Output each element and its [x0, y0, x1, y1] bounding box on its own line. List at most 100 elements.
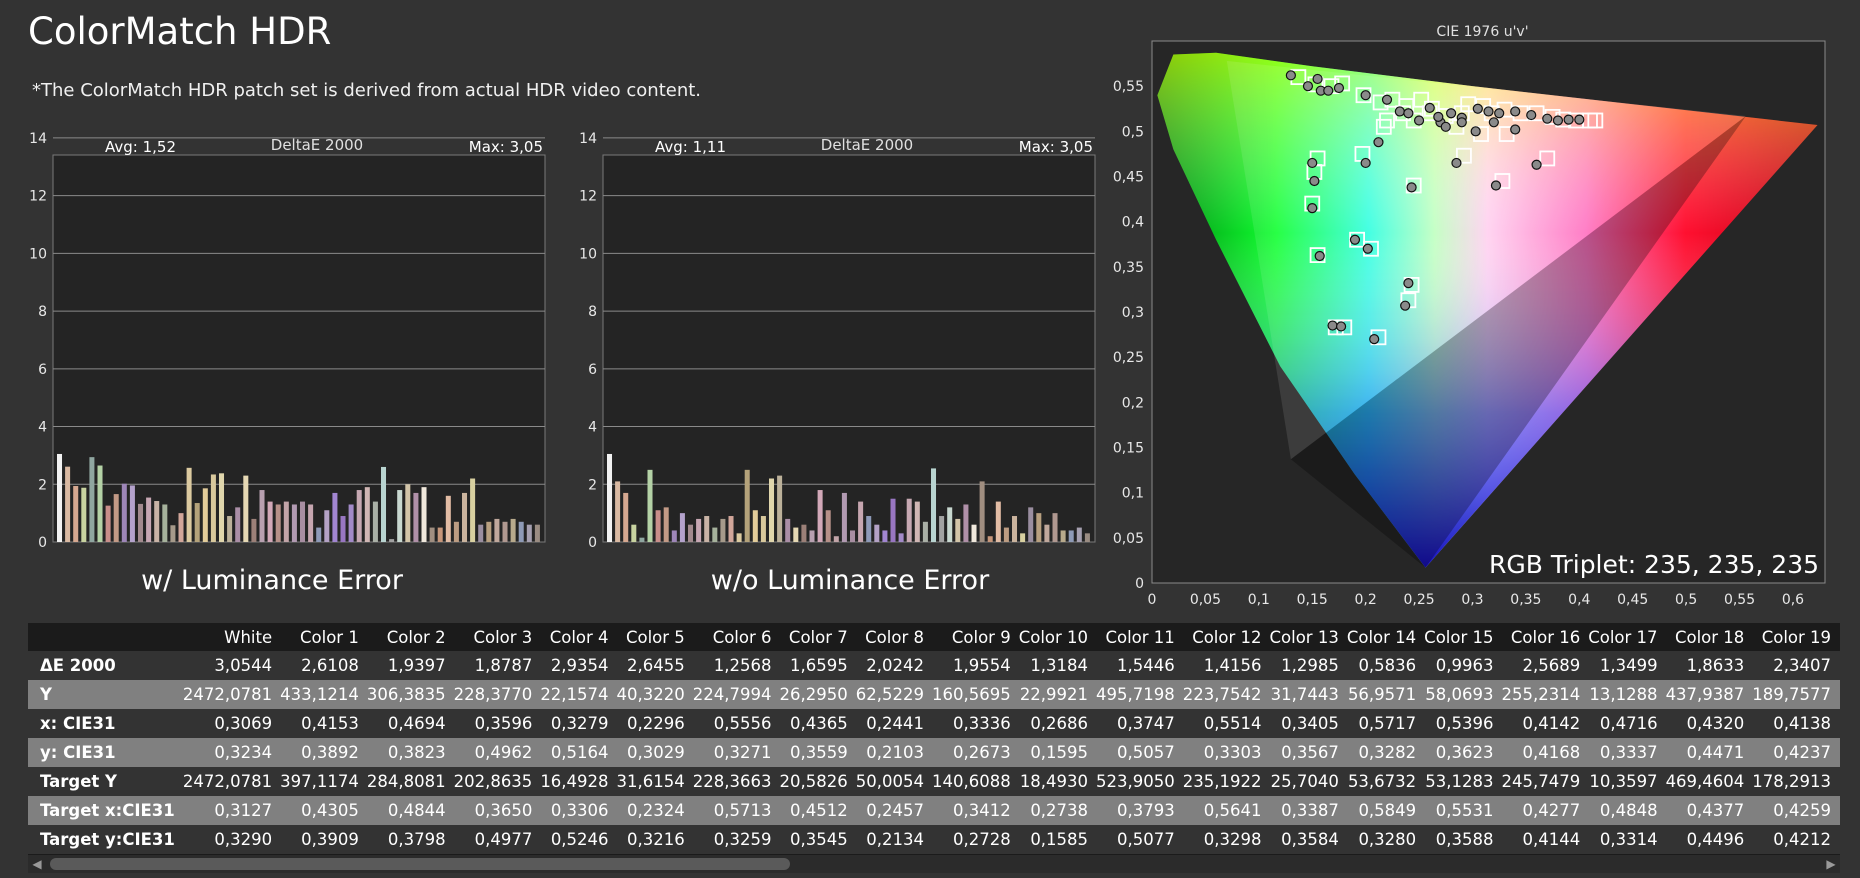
measured-point [1403, 277, 1414, 289]
table-cell: 0,3069 [182, 709, 281, 738]
measured-point [1360, 90, 1371, 101]
avg-label: Avg: 1,52 [105, 138, 176, 156]
bar [421, 487, 427, 542]
table-cell: 0,5077 [1096, 825, 1183, 854]
bar [243, 475, 249, 542]
scroll-left-icon[interactable]: ◀ [32, 857, 42, 871]
measured-point [1433, 111, 1444, 122]
table-cell: 0,4694 [366, 709, 454, 738]
chart-caption-with-luminance: w/ Luminance Error [141, 565, 403, 596]
bar [534, 524, 540, 542]
scroll-right-icon[interactable]: ▶ [1826, 857, 1836, 871]
measured-point [1440, 121, 1451, 132]
y-tick-label: 2 [588, 477, 597, 493]
table-cell: 0,4320 [1665, 709, 1753, 738]
horizontal-scrollbar[interactable]: ◀ ▶ [28, 855, 1840, 873]
bar [129, 485, 135, 542]
column-header: Color 10 [1018, 627, 1089, 647]
table-row: x: CIE31 0,3069 0,4153 0,4694 0,3596 0,3279 0,… [28, 709, 1840, 738]
bar [631, 524, 637, 542]
table-row: Target y:CIE31 0,3290 0,3909 0,3798 0,4977 0,… [28, 825, 1840, 854]
table-cell: 140,6088 [931, 767, 1019, 796]
measured-point [1285, 70, 1296, 81]
table-cell: 0,3892 [280, 738, 367, 767]
bar [793, 527, 799, 542]
y-tick-label: 0,3 [1122, 305, 1144, 321]
measured-point [1362, 243, 1373, 254]
column-header: Color 11 [1105, 627, 1175, 647]
table-cell: 223,7542 [1182, 680, 1270, 709]
bar [728, 516, 734, 542]
table-cell: 0,3234 [182, 738, 281, 767]
gamut-shadow [1290, 115, 1746, 568]
column-header: Color 6 [712, 627, 772, 647]
y-tick-label: 0,25 [1113, 350, 1144, 366]
table-cell: 50,0054 [855, 767, 932, 796]
bar [1012, 516, 1018, 542]
bar [777, 475, 783, 542]
bar [429, 527, 435, 542]
page-title: ColorMatch HDR [28, 10, 332, 53]
bar [874, 524, 880, 542]
y-tick-label: 0 [1135, 576, 1144, 592]
bar [1020, 533, 1026, 542]
column-header: Color 20 [1839, 623, 1840, 651]
bar [194, 503, 200, 542]
measurement-table-container[interactable]: White Color 1 Color 2 Color 3 Color 4 Color 5… [28, 623, 1840, 855]
table-cell: 178,2913 [1752, 767, 1840, 796]
bar [453, 521, 459, 542]
table-cell: 0,3798 [366, 825, 454, 854]
x-tick-label: 0,2 [1355, 592, 1377, 608]
measured-point [1394, 106, 1405, 117]
measured-point [1574, 114, 1585, 125]
bar [267, 501, 273, 542]
table-cell: 0,3259 [692, 825, 780, 854]
table-cell: 22,1574 [540, 680, 617, 709]
column-header: Color 14 [1346, 627, 1417, 647]
measurement-table: White Color 1 Color 2 Color 3 Color 4 Color 5… [28, 623, 1840, 854]
table-cell: 306,3835 [366, 680, 454, 709]
bar [348, 504, 354, 542]
bar [825, 510, 831, 542]
bar [178, 513, 184, 542]
bar [251, 518, 257, 542]
x-tick-label: 0 [1148, 592, 1157, 608]
measured-point [1446, 108, 1457, 119]
table-cell: 0,5717 [1346, 709, 1425, 738]
bar [202, 488, 208, 542]
bar [1068, 530, 1074, 542]
table-cell: 16,4928 [540, 767, 617, 796]
target-marker [1456, 147, 1472, 164]
table-cell: 235,1922 [1182, 767, 1270, 796]
column-header: Color 12 [1192, 627, 1262, 647]
y-tick-label: 0,5 [1122, 124, 1144, 140]
measured-point [1327, 320, 1338, 331]
bar [809, 530, 815, 542]
table-cell: 0,4848 [1588, 796, 1666, 825]
column-header: Color 17 [1588, 627, 1658, 647]
table-cell: 0,4496 [1665, 825, 1753, 854]
bar [1060, 530, 1066, 542]
bar [478, 524, 484, 542]
row-label: Target y:CIE31 [28, 825, 183, 854]
table-cell: 0,3559 [779, 738, 856, 767]
measured-point [1531, 159, 1542, 170]
bar [696, 518, 702, 542]
table-cell: 0,3747 [1096, 709, 1183, 738]
y-tick-label: 2 [38, 477, 47, 493]
table-cell: 0,3800 [1839, 709, 1840, 738]
table-cell: 13,1288 [1588, 680, 1666, 709]
scrollbar-thumb[interactable] [50, 858, 790, 870]
measured-point [1400, 300, 1411, 311]
target-marker [1405, 177, 1422, 194]
table-cell: 0,4365 [779, 709, 856, 738]
measured-point [1312, 73, 1323, 85]
table-cell: 0,9963 [1424, 651, 1502, 680]
bar [81, 487, 87, 542]
measured-point [1490, 180, 1502, 191]
measured-point [1413, 115, 1425, 126]
table-cell: 0,3290 [182, 825, 281, 854]
bar [113, 494, 119, 542]
measured-point [1349, 234, 1361, 245]
bar [882, 530, 888, 542]
